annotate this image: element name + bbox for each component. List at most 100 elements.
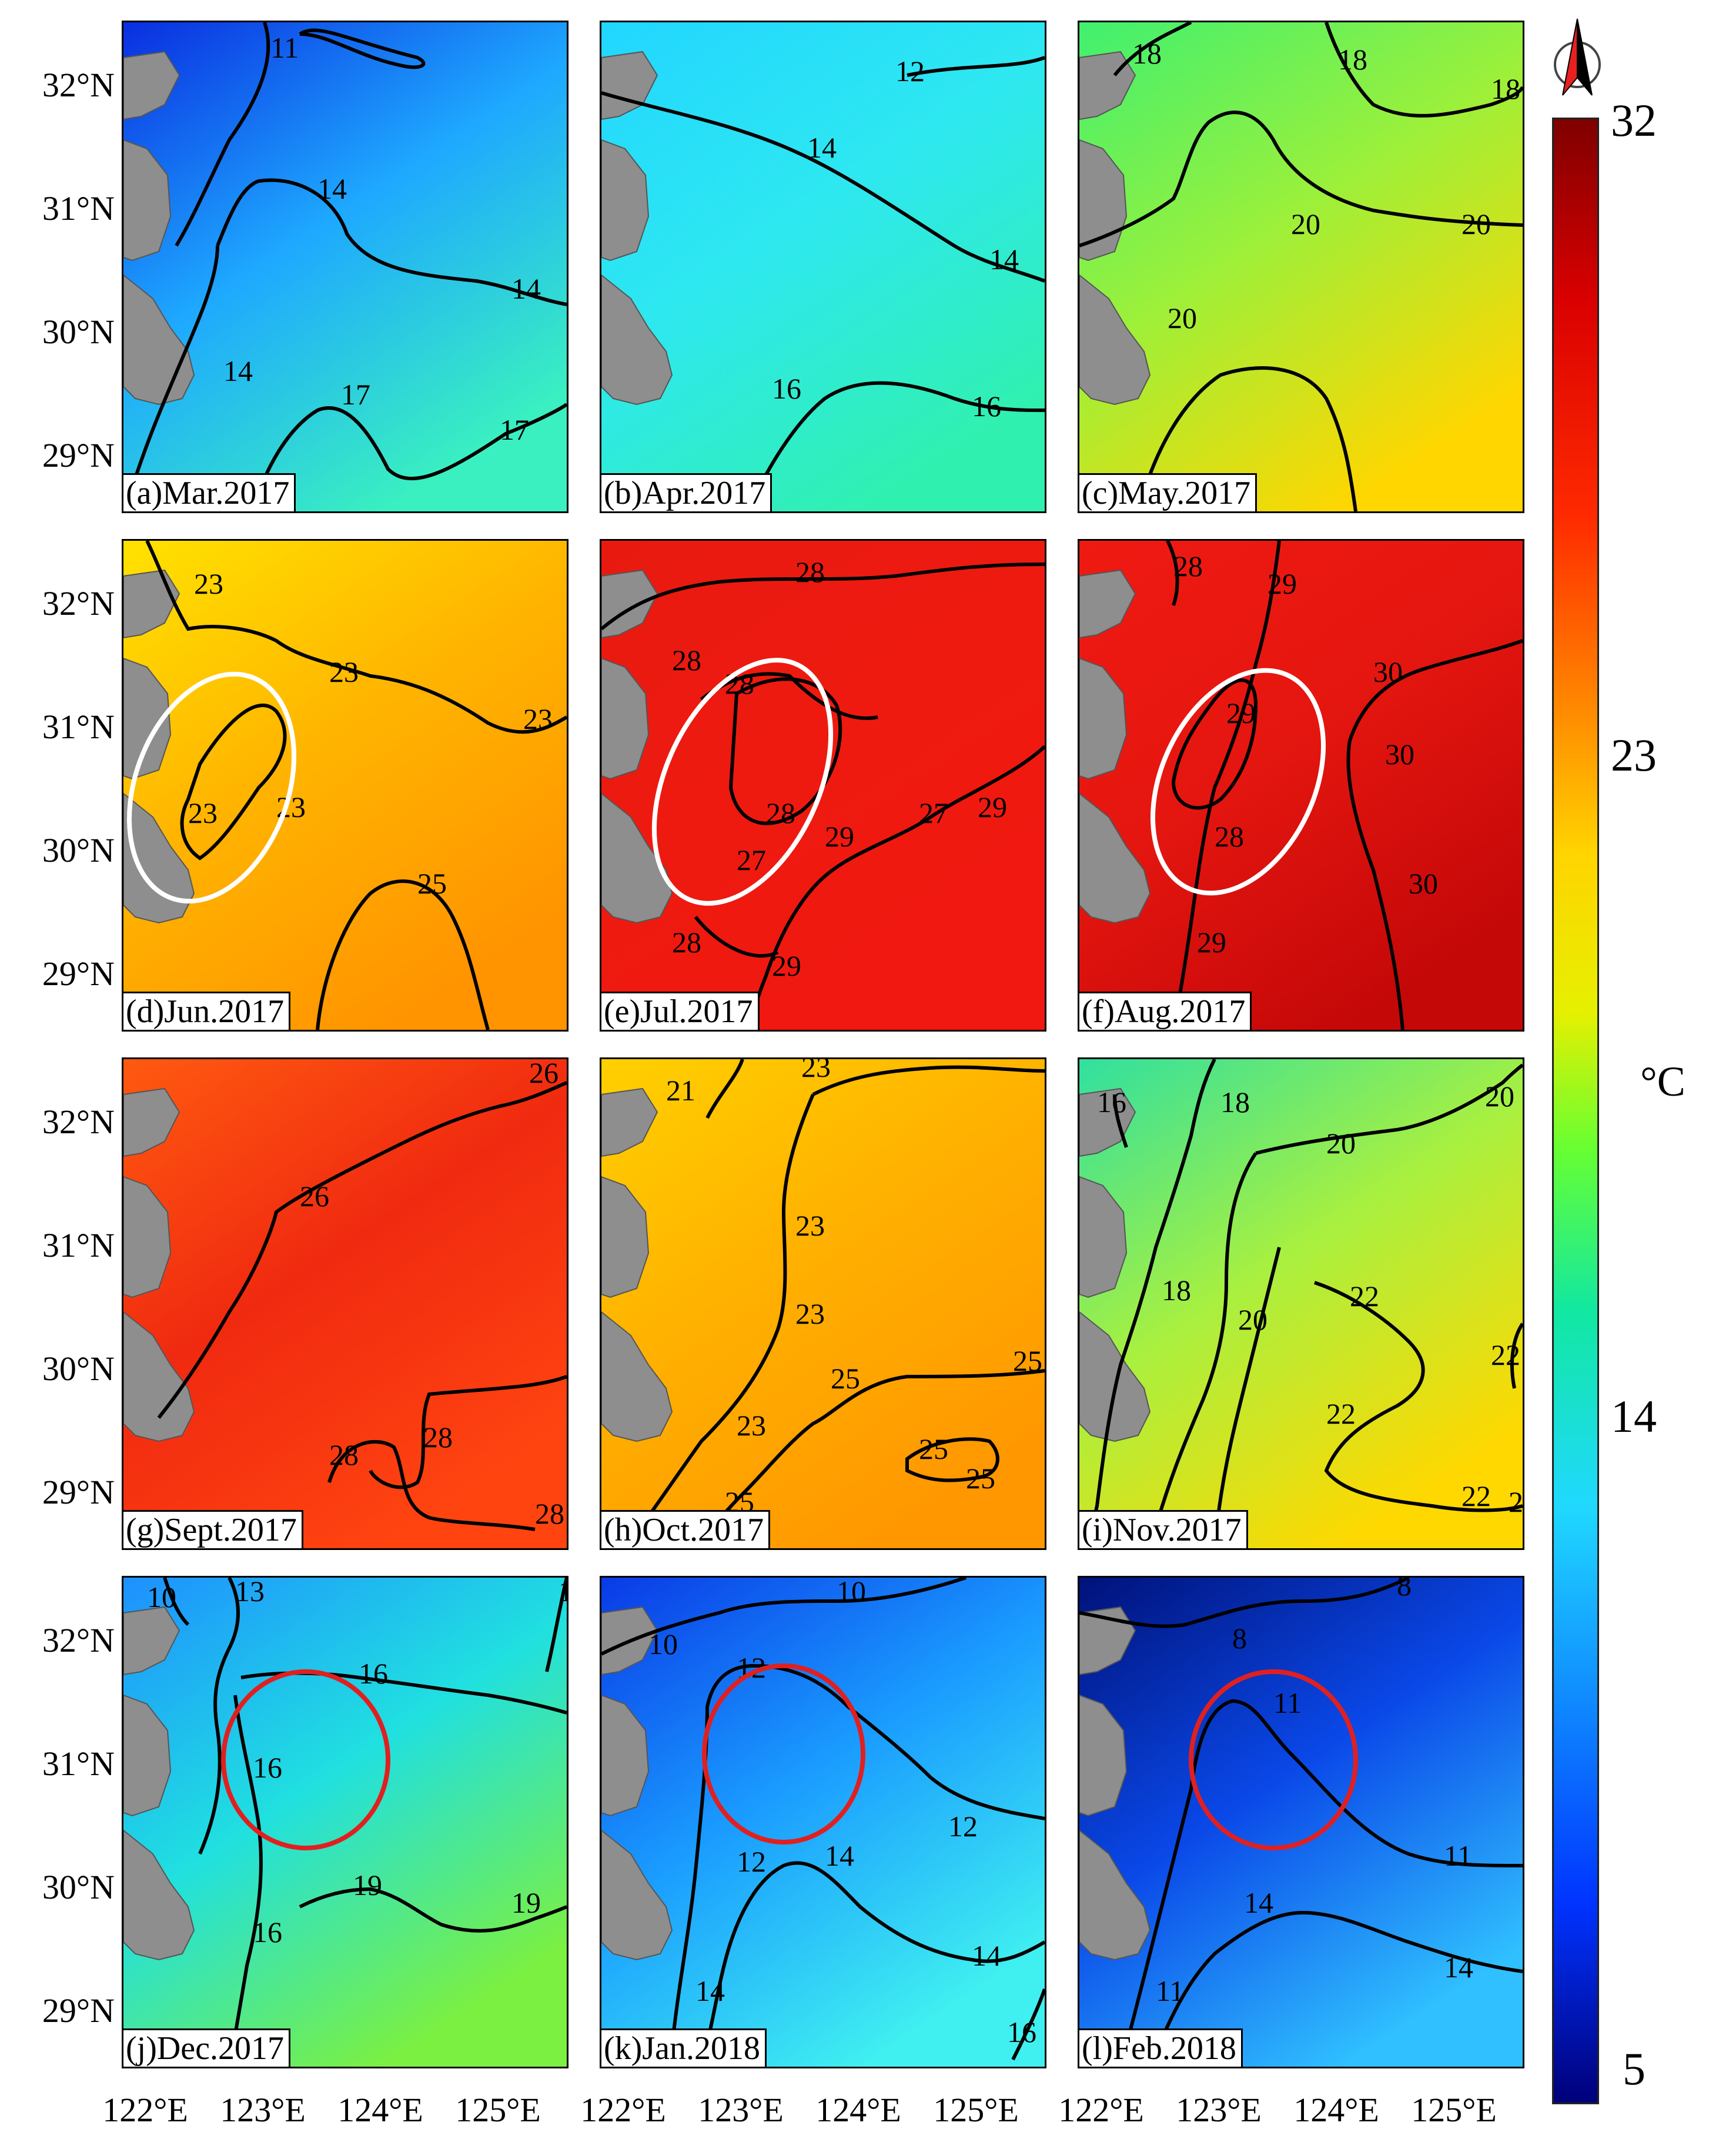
isotherm-label: 22 [1461,1479,1491,1512]
isotherm-line [175,22,270,247]
isotherm-label: 11 [270,31,299,64]
isotherm-label: 28 [1173,550,1203,582]
isotherm-label: 30 [1373,655,1403,688]
isotherm-label: 28 [329,1438,359,1471]
isotherm-label: 14 [317,172,347,205]
sst-map: 12 14 14 16 16 [601,22,1045,511]
isotherm-line [1148,1910,1523,2067]
isotherm-label: 14 [511,272,541,305]
isotherm-line [198,1578,240,1855]
sst-map: 28 29 29 30 30 30 28 29 [1079,541,1523,1030]
isotherm-label: 28 [672,644,701,677]
isotherm-label: 21 [666,1074,695,1107]
isotherm-line [1011,1988,1045,2061]
isotherm-label: 25 [1013,1344,1042,1377]
isotherm-line [251,403,567,511]
isotherm-line [1171,678,1258,810]
isotherm-label: 28 [1215,820,1244,853]
panel-label: (h)Oct.2017 [601,1510,771,1548]
isotherm-label: 25 [831,1362,860,1395]
panel-label: (l)Feb.2018 [1079,2028,1243,2067]
sst-map: 11 14 14 14 17 17 [123,22,567,511]
isotherm-label: 8 [1397,1578,1412,1602]
isotherm-label: 28 [423,1421,453,1454]
isotherm-line [1510,1323,1523,1389]
isotherm-label: 19 [511,1886,541,1919]
isotherm-line [1346,639,1523,1030]
coastline-land [1079,569,1151,924]
isotherm-label: 20 [1485,1080,1514,1113]
colorbar [1552,118,1599,2104]
longitude-label: 123°E [1176,2091,1262,2129]
isotherm-label: 27 [919,796,948,829]
isotherm-line [1172,541,1281,1030]
highlight-ellipse [1189,1669,1358,1850]
map-panel: 23 23 23 23 23 25 (d)Jun.2017 [122,539,568,1032]
isotherm-line [601,1578,966,1656]
isotherm-line [1113,22,1192,76]
isotherm-label: 16 [1097,1086,1126,1119]
isotherm-line [670,1663,1045,2048]
temperature-field [123,1578,567,2067]
longitude-label: 125°E [1411,2091,1497,2129]
isotherm-label: 23 [801,1059,831,1083]
isotherm-label: 12 [737,1845,766,1878]
isotherm-line [1255,1063,1523,1155]
coastline-land [1079,1087,1151,1442]
isotherm-line [623,1093,815,1548]
colorbar-tick: 32 [1611,95,1657,146]
sst-map: 18 18 18 20 20 20 [1079,22,1523,511]
isotherm-label: 16 [253,1751,282,1784]
coastline-land [601,1087,673,1442]
isotherm-label: 17 [500,413,529,446]
isotherm-label: 10 [648,1628,678,1660]
isotherm-label: 16 [253,1916,282,1949]
panel-label: (a)Mar.2017 [123,473,296,511]
isotherm-label: 20 [1326,1127,1356,1160]
panel-label: (j)Dec.2017 [123,2028,291,2067]
coastline-land [123,51,195,406]
longitude-label: 125°E [455,2091,541,2129]
colorbar-unit: °C [1640,1058,1685,1105]
isotherm-label: 23 [188,796,218,829]
temperature-field [1079,541,1523,1030]
isotherm-line [1148,1152,1257,1548]
longitude-label: 123°E [220,2091,306,2129]
isotherm-label: 23 [523,702,553,735]
isotherm-label: 22 [1491,1338,1520,1371]
isotherm-line [1325,22,1523,118]
coastline-land [601,569,673,924]
longitude-label: 122°E [102,2091,188,2129]
isotherm-line [316,879,490,1030]
isotherm-line [747,745,1045,1030]
isotherm-line [700,1861,1045,2067]
highlight-ellipse [126,671,297,904]
isotherm-label: 11 [1156,1974,1184,2007]
latitude-label: 30°N [42,1350,115,1388]
isotherm-label: 29 [978,791,1007,823]
isotherm-line [601,91,1045,283]
isotherm-line [369,1375,567,1489]
isotherm-label: 26 [529,1059,558,1089]
isotherm-label: 29 [772,949,801,982]
isotherm-label: 20 [1291,207,1320,240]
isotherm-label: 20 [1461,207,1491,240]
isotherm-label: 18 [1491,72,1520,105]
isotherm-label: 14 [1244,1886,1273,1919]
latitude-label: 30°N [42,1868,115,1906]
coastline-land [601,1606,673,1961]
isotherm-label: 14 [825,1839,854,1872]
isotherm-line [812,1065,1045,1096]
isotherm-label: 16 [772,372,801,405]
map-panel: 18 18 18 20 20 20 (c)May.2017 [1078,21,1524,513]
temperature-field [601,1059,1045,1548]
map-panel: 11 14 14 14 17 17 (a)Mar.2017 [122,21,568,513]
isotherm-line [905,1437,999,1482]
panel-label: (c)May.2017 [1079,473,1257,511]
isotherm-label: 19 [353,1869,382,1901]
latitude-label: 29°N [42,436,115,474]
isotherm-line [1079,111,1523,247]
